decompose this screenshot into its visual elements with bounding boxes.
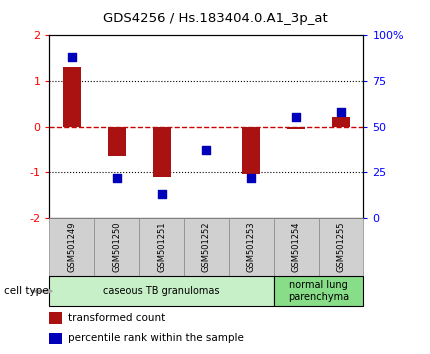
Bar xyxy=(153,127,171,177)
Point xyxy=(248,175,255,181)
Text: GSM501253: GSM501253 xyxy=(247,222,256,272)
Text: GSM501251: GSM501251 xyxy=(157,222,166,272)
Text: GSM501250: GSM501250 xyxy=(112,222,121,272)
Bar xyxy=(332,118,350,127)
Text: cell type: cell type xyxy=(4,286,49,296)
Text: GSM501252: GSM501252 xyxy=(202,222,211,272)
Bar xyxy=(242,127,260,175)
Bar xyxy=(319,218,363,276)
Bar xyxy=(49,276,273,306)
Bar xyxy=(49,332,62,344)
Text: percentile rank within the sample: percentile rank within the sample xyxy=(68,333,244,343)
Bar xyxy=(49,218,94,276)
Bar xyxy=(139,218,184,276)
Bar xyxy=(229,218,273,276)
Text: GSM501249: GSM501249 xyxy=(68,222,77,272)
Text: GSM501255: GSM501255 xyxy=(336,222,345,272)
Point xyxy=(203,147,210,153)
Bar xyxy=(287,127,305,129)
Text: caseous TB granulomas: caseous TB granulomas xyxy=(103,286,220,296)
Point xyxy=(68,55,75,60)
Bar xyxy=(49,312,62,324)
Text: GSM501254: GSM501254 xyxy=(292,222,301,272)
Point xyxy=(158,191,165,197)
Text: GDS4256 / Hs.183404.0.A1_3p_at: GDS4256 / Hs.183404.0.A1_3p_at xyxy=(103,12,327,25)
Bar xyxy=(63,67,81,127)
Text: transformed count: transformed count xyxy=(68,313,165,323)
Bar xyxy=(273,276,363,306)
Bar xyxy=(94,218,139,276)
Point xyxy=(338,109,344,115)
Bar xyxy=(273,218,319,276)
Bar xyxy=(184,218,229,276)
Bar xyxy=(108,127,126,156)
Point xyxy=(293,115,300,120)
Text: normal lung
parenchyma: normal lung parenchyma xyxy=(288,280,349,302)
Point xyxy=(113,175,120,181)
